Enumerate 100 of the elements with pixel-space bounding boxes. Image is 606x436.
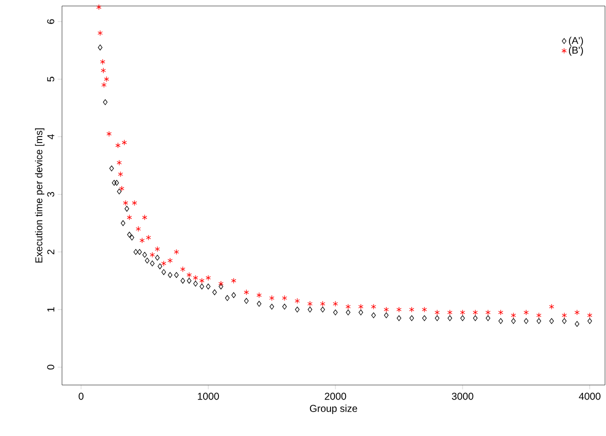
point <box>536 318 542 324</box>
point <box>161 260 166 266</box>
point <box>136 226 141 232</box>
point <box>114 180 119 186</box>
legend-label: (B') <box>568 46 583 56</box>
point <box>346 310 350 316</box>
x-tick-label: 4000 <box>578 392 600 400</box>
point <box>180 266 186 272</box>
point <box>134 249 138 255</box>
point <box>132 200 138 206</box>
point <box>231 292 236 298</box>
y-axis-title: Execution time per device [ms] <box>35 128 44 263</box>
point <box>174 249 180 255</box>
point <box>332 300 338 307</box>
point <box>282 304 287 310</box>
point <box>193 280 198 287</box>
point <box>510 312 516 318</box>
point <box>549 304 554 310</box>
x-axis-title: Group size <box>310 404 358 414</box>
point <box>485 310 491 316</box>
point <box>320 300 326 307</box>
point <box>574 321 580 327</box>
point <box>137 249 142 255</box>
point <box>396 315 402 322</box>
point <box>231 278 236 284</box>
point <box>295 306 300 312</box>
point <box>384 306 389 312</box>
point <box>486 315 490 322</box>
point <box>409 315 414 322</box>
point <box>346 304 351 310</box>
point <box>150 260 155 266</box>
point <box>371 312 376 318</box>
point <box>144 258 150 264</box>
point <box>269 295 274 301</box>
point <box>186 278 192 284</box>
point <box>116 188 122 194</box>
point <box>587 312 592 318</box>
y-tick-label: 2 <box>47 250 54 254</box>
point <box>186 272 192 278</box>
point <box>119 186 124 192</box>
x-tick-label: 1000 <box>198 392 219 400</box>
point <box>118 171 124 178</box>
point <box>200 284 204 290</box>
point <box>498 310 504 316</box>
point <box>142 214 148 220</box>
y-tick-label: 5 <box>47 76 54 82</box>
point <box>109 166 114 172</box>
point <box>122 140 127 146</box>
point <box>396 306 402 312</box>
y-tick-label: 4 <box>47 134 54 140</box>
point <box>168 258 173 264</box>
point <box>158 263 162 270</box>
point <box>524 310 529 316</box>
point <box>434 310 440 316</box>
point <box>358 304 364 310</box>
point <box>199 278 204 284</box>
point <box>562 318 567 324</box>
point <box>549 318 554 324</box>
point <box>562 312 567 318</box>
point <box>384 312 389 318</box>
point <box>587 318 592 324</box>
point <box>126 214 132 220</box>
point <box>282 295 288 301</box>
point <box>218 284 224 290</box>
point <box>460 310 466 316</box>
point <box>96 4 102 10</box>
point <box>161 269 166 276</box>
point <box>308 306 312 312</box>
point <box>218 280 224 287</box>
point <box>244 298 249 304</box>
point <box>574 310 580 316</box>
y-tick-label: 0 <box>47 364 54 370</box>
point <box>140 238 145 244</box>
point <box>150 252 155 258</box>
point <box>422 306 427 312</box>
point <box>206 274 211 281</box>
point <box>130 234 134 240</box>
point <box>124 206 130 212</box>
point <box>98 44 102 50</box>
point <box>225 295 230 301</box>
point <box>115 142 121 148</box>
point <box>106 130 112 137</box>
y-tick-label: 6 <box>47 19 54 24</box>
point <box>154 246 160 252</box>
point <box>127 232 132 238</box>
point <box>256 300 262 307</box>
point <box>180 278 186 284</box>
legend-label: (A') <box>568 36 583 46</box>
point <box>448 315 452 322</box>
point <box>98 30 103 36</box>
point <box>206 284 210 290</box>
point <box>146 234 152 240</box>
x-tick-label: 3000 <box>452 392 474 400</box>
y-tick-label: 1 <box>47 307 54 312</box>
point <box>307 300 313 307</box>
point <box>270 304 274 310</box>
point <box>358 310 364 316</box>
point <box>101 82 107 88</box>
point <box>120 220 126 226</box>
x-tick-label: 0 <box>78 392 84 400</box>
